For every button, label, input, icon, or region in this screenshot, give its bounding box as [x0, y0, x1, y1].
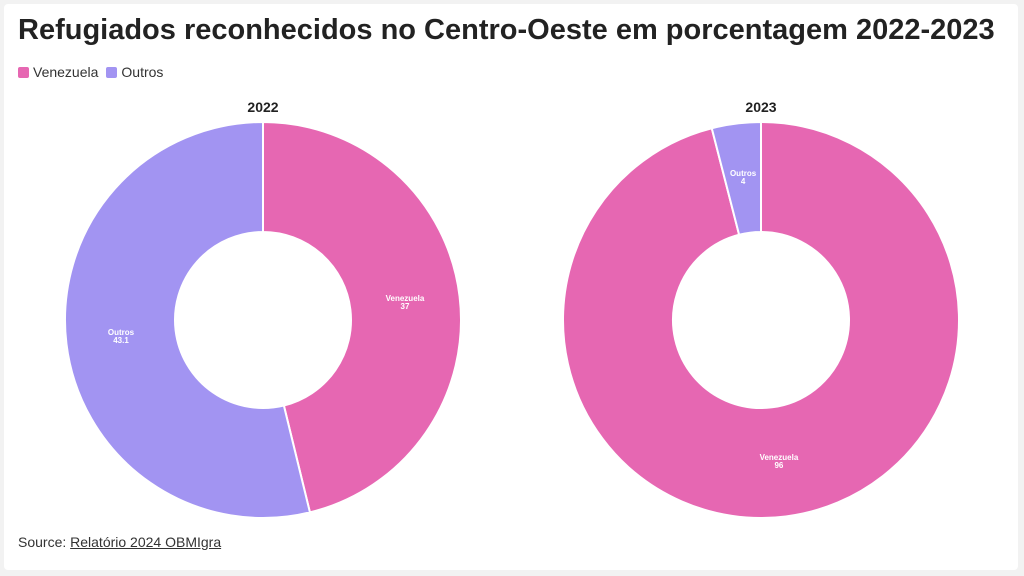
- legend-label-venezuela: Venezuela: [33, 64, 99, 80]
- slice-label-name-2022-venezuela: Venezuela: [386, 294, 425, 303]
- legend-item-outros[interactable]: Outros: [106, 64, 163, 80]
- source-prefix: Source:: [18, 534, 67, 550]
- legend: Venezuela Outros: [18, 64, 163, 80]
- source-link[interactable]: Relatório 2024 OBMIgra: [70, 534, 222, 550]
- slice-2022-outros[interactable]: [63, 120, 312, 519]
- slice-label-name-2023-venezuela: Venezuela: [760, 453, 799, 462]
- slice-label-value-2023-outros: 4: [741, 177, 746, 186]
- chart-title: Refugiados reconhecidos no Centro-Oeste …: [18, 14, 995, 46]
- legend-swatch-venezuela: [18, 66, 29, 78]
- legend-swatch-outros: [106, 66, 118, 78]
- slice-label-2022-venezuela: Venezuela 37: [386, 294, 425, 311]
- donut-title-2023: 2023: [745, 99, 777, 115]
- source-note: Source: Relatório 2024 OBMIgra: [18, 534, 221, 550]
- legend-label-outros: Outros: [121, 64, 164, 80]
- slice-label-2022-outros: Outros 43.1: [108, 328, 135, 345]
- slice-label-name-2022-outros: Outros: [108, 328, 135, 337]
- slice-label-value-2023-venezuela: 96: [774, 461, 783, 470]
- slice-label-value-2022-venezuela: 37: [401, 302, 410, 311]
- legend-item-venezuela[interactable]: Venezuela: [18, 64, 98, 80]
- slice-label-2023-outros: Outros 4: [730, 169, 757, 186]
- slice-2023-outros[interactable]: [710, 120, 762, 236]
- slice-2023-venezuela[interactable]: [562, 120, 960, 519]
- slice-label-value-2022-outros: 43.1: [113, 336, 129, 345]
- slice-label-name-2023-outros: Outros: [730, 169, 757, 178]
- donut-title-2022: 2022: [247, 99, 279, 115]
- slice-2022-venezuela[interactable]: [262, 120, 462, 514]
- slice-label-2023-venezuela: Venezuela 96: [760, 453, 799, 470]
